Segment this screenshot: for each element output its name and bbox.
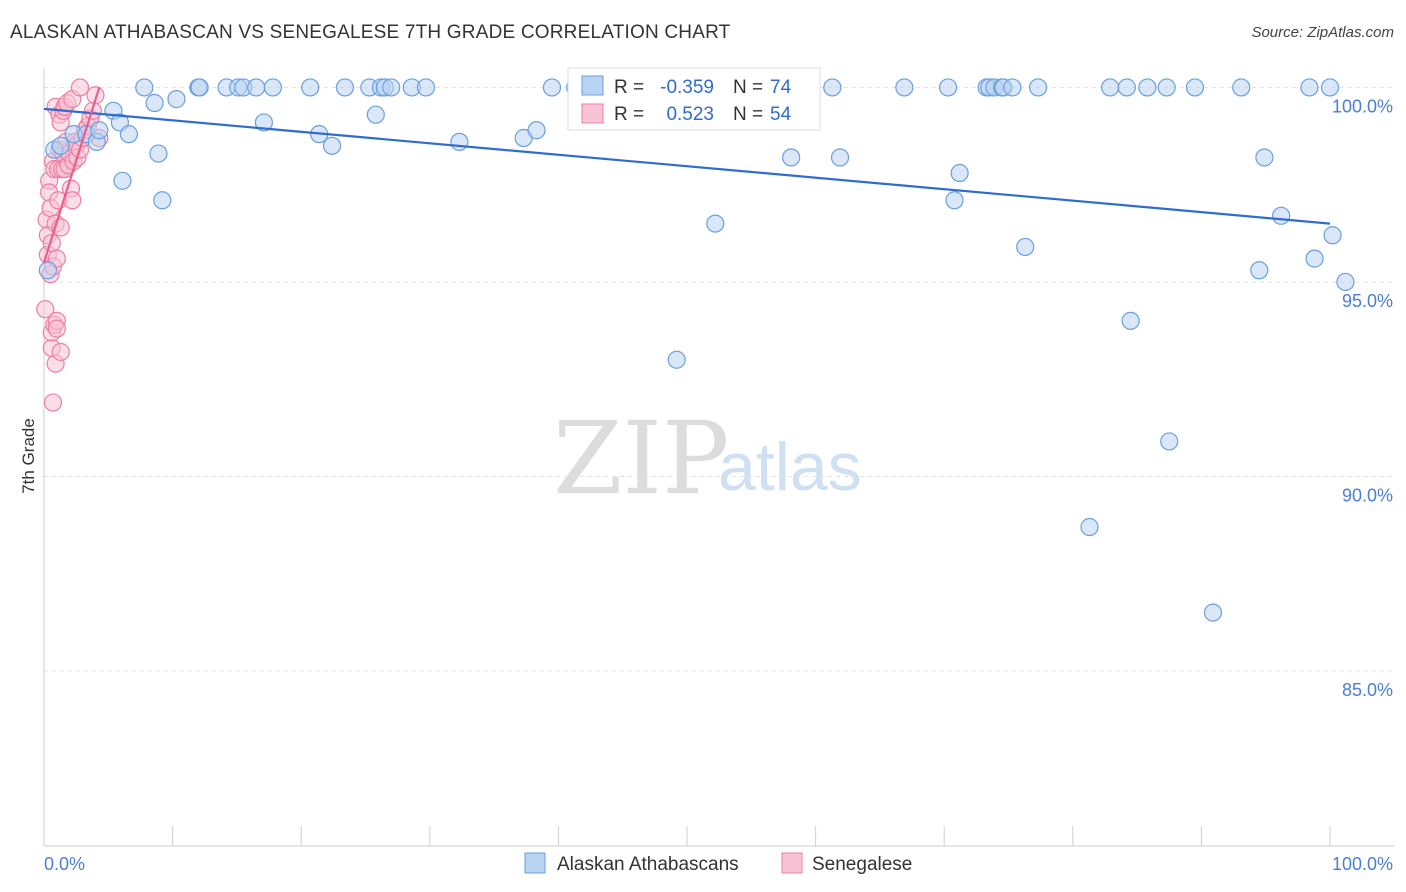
stats-r-label-blue: R = — [614, 77, 644, 98]
trend-lines — [42, 87, 1331, 263]
alaskan-athabascan-point — [366, 105, 385, 124]
stats-n-label-pink: N = — [733, 104, 763, 125]
stats-swatch-pink — [581, 103, 604, 124]
alaskan-athabascan-point — [301, 78, 320, 97]
alaskan-athabascan-point — [135, 78, 154, 97]
alaskan-athabascan-point — [254, 113, 274, 132]
alaskan-athabascan-point — [1336, 272, 1355, 292]
y-tick-label: 85.0% — [1342, 680, 1393, 700]
alaskan-athabascan-point — [950, 163, 969, 183]
senegalese-point — [36, 300, 55, 319]
legend-swatch-senegalese — [781, 852, 803, 874]
stats-n-value-pink: 54 — [770, 104, 792, 125]
alaskan-athabascan-point — [667, 350, 686, 369]
legend-swatch-alaskan — [524, 852, 546, 874]
senegalese-trend-line — [42, 87, 101, 263]
stats-r-label-pink: R = — [614, 104, 644, 125]
alaskan-athabascan-point — [153, 191, 172, 210]
alaskan-athabascan-point — [1320, 78, 1340, 97]
legend-label-alaskan: Alaskan Athabascans — [557, 854, 739, 875]
alaskan-athabascan-point — [1272, 206, 1291, 225]
alaskan-athabascan-point — [938, 78, 958, 97]
alaskan-athabascan-point — [1157, 78, 1176, 97]
alaskan-athabascan-point — [167, 90, 186, 109]
alaskan-athabascan-point — [1185, 78, 1205, 97]
senegalese-point — [43, 393, 63, 412]
alaskan-athabascan-point — [247, 78, 266, 97]
alaskan-athabascan-point — [1250, 261, 1269, 280]
grid-layer: 100.0% 95.0% 90.0% 85.0% — [43, 86, 1394, 846]
alaskan-athabascan-point — [823, 78, 842, 97]
stats-box: R = -0.359 N = 74 R = 0.523 N = 54 — [567, 67, 821, 131]
alaskan-athabascan-point — [1203, 603, 1223, 622]
alaskan-athabascan-point — [830, 148, 850, 167]
stats-n-label-blue: N = — [733, 77, 763, 98]
alaskan-athabascan-point — [450, 132, 469, 152]
alaskan-athabascan-point — [1160, 432, 1179, 451]
source-credit: Source: ZipAtlas.com — [1251, 24, 1394, 41]
stats-r-value-pink: 0.523 — [666, 104, 714, 125]
watermark-atlas: atlas — [718, 429, 862, 505]
alaskan-athabascan-point — [1121, 311, 1140, 330]
y-tick-label: 95.0% — [1342, 291, 1393, 311]
legend: Alaskan Athabascans Senegalese — [524, 852, 912, 875]
alaskan-athabascan-point — [51, 136, 70, 155]
alaskan-athabascan-point — [382, 78, 401, 97]
alaskan-athabascan-point — [1100, 78, 1120, 97]
alaskan-athabascan-point — [782, 148, 801, 167]
x-tick-label-min: 0.0% — [44, 854, 85, 874]
alaskan-athabascan-points — [38, 78, 1355, 622]
alaskan-athabascan-point — [1138, 78, 1157, 97]
alaskan-athabascan-point — [527, 121, 546, 140]
alaskan-athabascan-point — [542, 78, 562, 97]
stats-box-frame — [567, 67, 821, 131]
senegalese-point — [70, 78, 90, 97]
alaskan-athabascan-point — [895, 78, 914, 97]
alaskan-athabascan-point — [190, 78, 209, 97]
legend-label-senegalese: Senegalese — [812, 854, 912, 875]
alaskan-athabascan-point — [945, 191, 964, 210]
alaskan-athabascan-point — [1117, 78, 1136, 97]
alaskan-athabascan-point — [1016, 237, 1035, 257]
alaskan-athabascan-point — [113, 171, 132, 190]
y-tick-label: 90.0% — [1342, 485, 1393, 505]
y-tick-label: 100.0% — [1332, 96, 1393, 116]
alaskan-athabascan-point — [1232, 78, 1251, 97]
alaskan-athabascan-point — [706, 214, 725, 233]
alaskan-athabascan-point — [322, 136, 342, 155]
alaskan-athabascan-point — [90, 121, 109, 140]
stats-swatch-blue — [581, 75, 604, 96]
alaskan-athabascan-point — [149, 144, 168, 163]
alaskan-athabascan-point — [1255, 148, 1274, 167]
chart-title: ALASKAN ATHABASCAN VS SENEGALESE 7TH GRA… — [10, 22, 731, 43]
alaskan-athabascan-point — [1300, 78, 1319, 97]
alaskan-athabascan-point — [1080, 517, 1099, 537]
stats-r-value-blue: -0.359 — [660, 77, 714, 98]
senegalese-point — [51, 342, 70, 362]
alaskan-trend-line — [43, 107, 1331, 225]
alaskan-athabascan-point — [1323, 226, 1342, 245]
alaskan-athabascan-point — [38, 261, 57, 280]
alaskan-athabascan-point — [416, 78, 436, 97]
y-axis-label: 7th Grade — [19, 418, 38, 494]
senegalese-point — [47, 319, 66, 338]
alaskan-athabascan-point — [263, 78, 283, 97]
alaskan-athabascan-point — [1003, 78, 1022, 97]
x-tick-label-max: 100.0% — [1332, 854, 1393, 874]
alaskan-athabascan-point — [1028, 78, 1048, 97]
senegalese-point — [86, 86, 105, 105]
alaskan-athabascan-point — [145, 93, 164, 113]
stats-n-value-blue: 74 — [770, 77, 792, 98]
alaskan-athabascan-point — [119, 125, 138, 144]
alaskan-athabascan-point — [1305, 249, 1324, 268]
watermark-zip: ZIP — [553, 400, 729, 517]
alaskan-athabascan-point — [335, 78, 355, 97]
